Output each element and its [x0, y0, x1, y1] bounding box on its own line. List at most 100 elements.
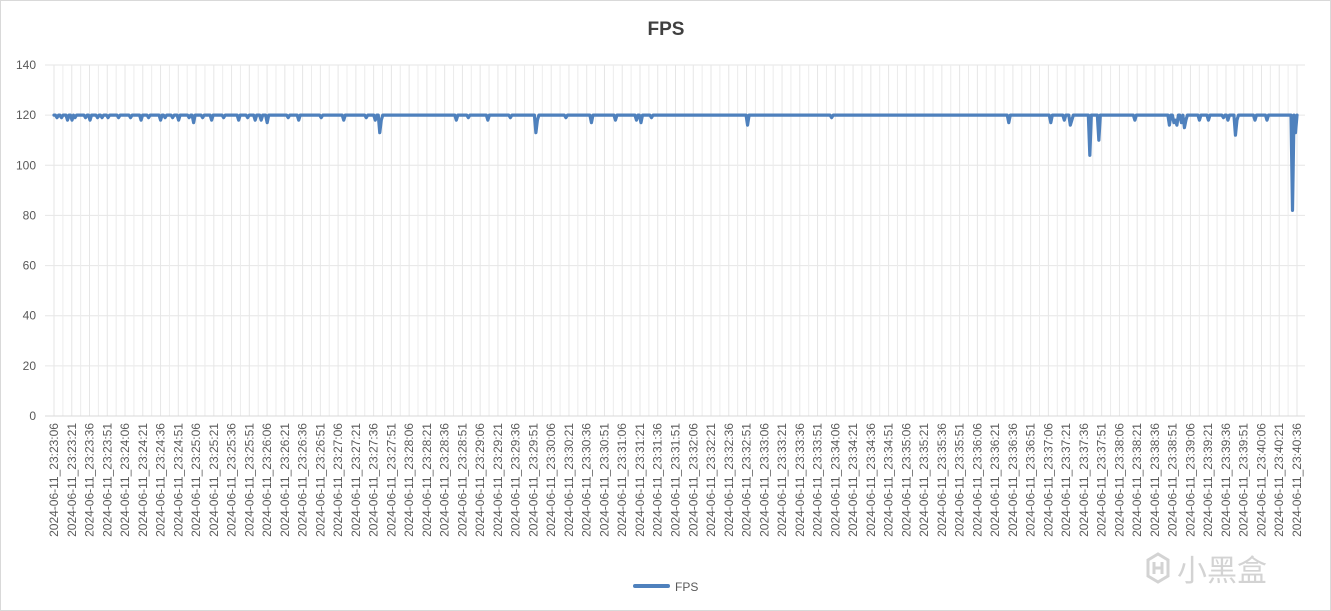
data-point: [134, 114, 136, 116]
data-point: [700, 114, 702, 116]
data-point: [497, 114, 499, 116]
data-point: [1192, 114, 1195, 116]
data-point: [1221, 114, 1223, 116]
data-point: [295, 114, 297, 116]
data-point: [626, 114, 629, 116]
data-point: [769, 114, 771, 116]
data-point: [490, 114, 492, 116]
data-point: [682, 114, 684, 116]
data-point: [752, 114, 755, 116]
data-point: [403, 114, 405, 116]
data-point: [287, 117, 289, 119]
x-tick-label: 2024-06-11_23:34:21: [846, 423, 860, 537]
data-point: [314, 114, 316, 116]
data-point: [116, 114, 118, 116]
data-point: [397, 114, 399, 116]
data-point: [791, 114, 794, 116]
data-point: [882, 114, 884, 116]
data-point: [535, 132, 537, 134]
data-point: [939, 114, 941, 116]
data-point: [551, 114, 554, 116]
y-tick-label: 20: [23, 359, 37, 373]
data-point: [311, 114, 313, 116]
data-point: [431, 114, 433, 116]
data-point: [574, 114, 576, 116]
data-point: [634, 114, 636, 116]
data-point: [1041, 114, 1043, 116]
data-point: [559, 114, 561, 116]
data-point: [1237, 114, 1240, 116]
data-point: [849, 114, 851, 116]
data-point: [511, 114, 513, 116]
data-point: [838, 114, 840, 116]
data-point: [1056, 114, 1058, 116]
data-point: [976, 114, 978, 116]
data-point: [274, 114, 276, 116]
data-point: [349, 114, 351, 116]
data-point: [661, 114, 663, 116]
data-point: [1228, 114, 1231, 116]
data-point: [196, 114, 198, 116]
data-point: [108, 114, 111, 116]
data-point: [178, 119, 180, 121]
data-point: [656, 114, 659, 116]
x-tick-label: 2024-06-11_23:28:06: [402, 423, 416, 537]
data-point: [83, 114, 85, 116]
data-point: [906, 114, 908, 116]
data-point: [843, 114, 845, 116]
data-point: [188, 117, 190, 119]
data-point: [259, 114, 261, 116]
data-point: [748, 114, 750, 116]
data-point: [1138, 114, 1140, 116]
data-point: [1030, 114, 1032, 116]
x-tick-label: 2024-06-11_23:25:21: [207, 423, 221, 537]
data-point: [828, 114, 830, 116]
data-point: [120, 114, 123, 116]
data-point: [409, 114, 411, 116]
data-point: [478, 114, 480, 116]
data-point: [1272, 114, 1274, 116]
data-point: [1159, 114, 1161, 116]
data-point: [1219, 114, 1222, 116]
x-tick-label: 2024-06-11_23:35:06: [899, 423, 913, 537]
data-point: [556, 114, 558, 116]
data-point: [500, 114, 502, 116]
data-point: [1039, 114, 1041, 116]
data-point: [331, 114, 333, 116]
data-point: [749, 114, 752, 116]
data-point: [1261, 114, 1264, 116]
data-point: [859, 114, 861, 116]
data-point: [728, 114, 731, 116]
data-point: [1074, 114, 1076, 116]
data-point: [788, 114, 791, 116]
data-point: [649, 114, 651, 116]
data-point: [1153, 114, 1155, 116]
data-point: [1068, 114, 1070, 116]
data-point: [332, 114, 334, 116]
data-point: [910, 114, 912, 116]
data-point: [299, 114, 301, 116]
data-point: [550, 114, 552, 116]
data-point: [1122, 114, 1124, 116]
data-point: [521, 114, 523, 116]
x-tick-label: 2024-06-11_23:40:36: [1290, 423, 1304, 537]
data-point: [909, 114, 911, 116]
data-point: [280, 114, 282, 116]
data-point: [1264, 114, 1267, 116]
data-point: [383, 114, 385, 116]
data-point: [918, 114, 920, 116]
data-point: [488, 114, 490, 116]
data-point: [1218, 114, 1220, 116]
data-point: [829, 114, 831, 116]
x-tick-label: 2024-06-11_23:39:51: [1237, 423, 1251, 537]
data-point: [734, 114, 737, 116]
data-point: [1273, 114, 1276, 116]
x-tick-label: 2024-06-11_23:27:21: [349, 423, 363, 537]
data-point: [536, 119, 538, 121]
data-point: [1101, 114, 1103, 116]
data-point: [1189, 114, 1192, 116]
data-point: [1224, 114, 1226, 116]
data-point: [731, 114, 734, 116]
data-point: [638, 114, 641, 116]
